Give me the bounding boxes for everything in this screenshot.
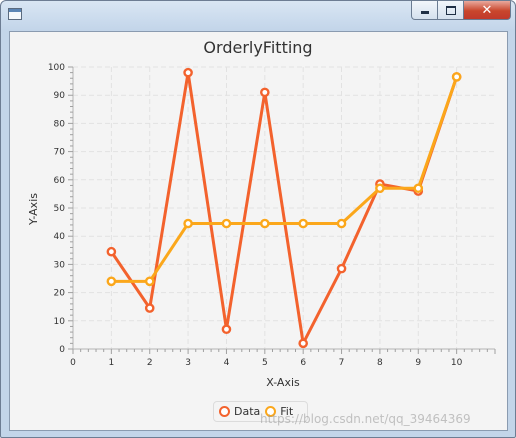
data-point-data — [298, 338, 308, 349]
x-tick-label: 2 — [147, 358, 153, 368]
data-point-fit — [106, 276, 117, 287]
minimize-button[interactable] — [411, 1, 438, 20]
maximize-icon — [445, 5, 456, 15]
legend-item-fit: Fit — [265, 405, 293, 418]
x-tick-label: 10 — [451, 358, 463, 368]
x-tick-label: 6 — [300, 358, 306, 368]
x-axis-label: X-Axis — [266, 376, 300, 389]
y-tick-label: 80 — [54, 119, 66, 129]
y-tick-label: 50 — [54, 204, 66, 214]
x-tick-label: 4 — [224, 358, 230, 368]
watermark: https://blog.csdn.net/qq_39464369 — [260, 412, 471, 426]
series-layer — [106, 67, 462, 349]
data-point-fit — [260, 218, 270, 229]
data-point-fit — [336, 218, 347, 229]
y-tick-label: 40 — [54, 232, 66, 242]
data-point-data — [106, 246, 117, 257]
data-point-fit — [144, 276, 155, 287]
minimize-icon — [420, 11, 429, 14]
chart-legend: Data Fit — [213, 401, 308, 422]
x-tick-label: 1 — [108, 358, 114, 368]
x-tick-label: 0 — [70, 358, 76, 368]
legend-marker-icon — [265, 406, 277, 417]
x-tick-label: 5 — [262, 358, 268, 368]
close-icon: ✕ — [481, 2, 493, 18]
maximize-button[interactable] — [438, 1, 464, 20]
series-line-fit — [111, 76, 459, 283]
close-button[interactable]: ✕ — [464, 1, 511, 20]
y-tick-label: 60 — [54, 176, 66, 186]
y-tick-label: 10 — [54, 317, 66, 327]
y-tick-label: 70 — [54, 148, 66, 158]
data-point-fit — [375, 183, 385, 194]
app-icon[interactable] — [8, 8, 22, 20]
legend-item-data: Data — [219, 405, 260, 418]
data-point-fit — [298, 218, 308, 229]
chart-panel: OrderlyFitting 0 1 2 3 4 5 6 7 8 9 10 0 10 20 30 40 50 6… — [9, 31, 508, 431]
x-tick-label: 8 — [377, 358, 383, 368]
data-point-data — [221, 324, 232, 335]
chart-title: OrderlyFitting — [203, 38, 312, 57]
y-tick-label: 0 — [59, 345, 65, 355]
x-tick-label: 9 — [415, 358, 421, 368]
data-point-data — [183, 67, 193, 78]
data-point-fit — [451, 72, 462, 82]
x-axis-ticks: 0 1 2 3 4 5 6 7 8 9 10 — [70, 349, 496, 368]
y-axis-label: Y-Axis — [27, 193, 40, 226]
data-point-data — [144, 303, 155, 313]
legend-label-data: Data — [234, 405, 261, 418]
x-tick-label: 7 — [339, 358, 345, 368]
data-point-fit — [221, 218, 232, 229]
y-tick-label: 100 — [48, 63, 65, 73]
data-point-data — [336, 263, 347, 274]
data-point-fit — [183, 218, 193, 229]
y-tick-label: 20 — [54, 289, 66, 299]
caption-buttons: ✕ — [411, 1, 511, 20]
data-point-data — [260, 87, 270, 98]
x-tick-label: 3 — [185, 358, 191, 368]
legend-label-fit: Fit — [280, 405, 294, 418]
data-point-fit — [413, 183, 424, 194]
title-bar[interactable]: ✕ — [1, 1, 515, 30]
line-chart: OrderlyFitting 0 1 2 3 4 5 6 7 8 9 10 0 10 20 30 40 50 6… — [27, 38, 496, 389]
legend-marker-icon — [219, 406, 230, 417]
y-tick-label: 30 — [54, 260, 66, 270]
y-tick-label: 90 — [54, 91, 66, 101]
y-axis-ticks: 0 10 20 30 40 50 60 70 80 90 100 — [48, 63, 73, 355]
